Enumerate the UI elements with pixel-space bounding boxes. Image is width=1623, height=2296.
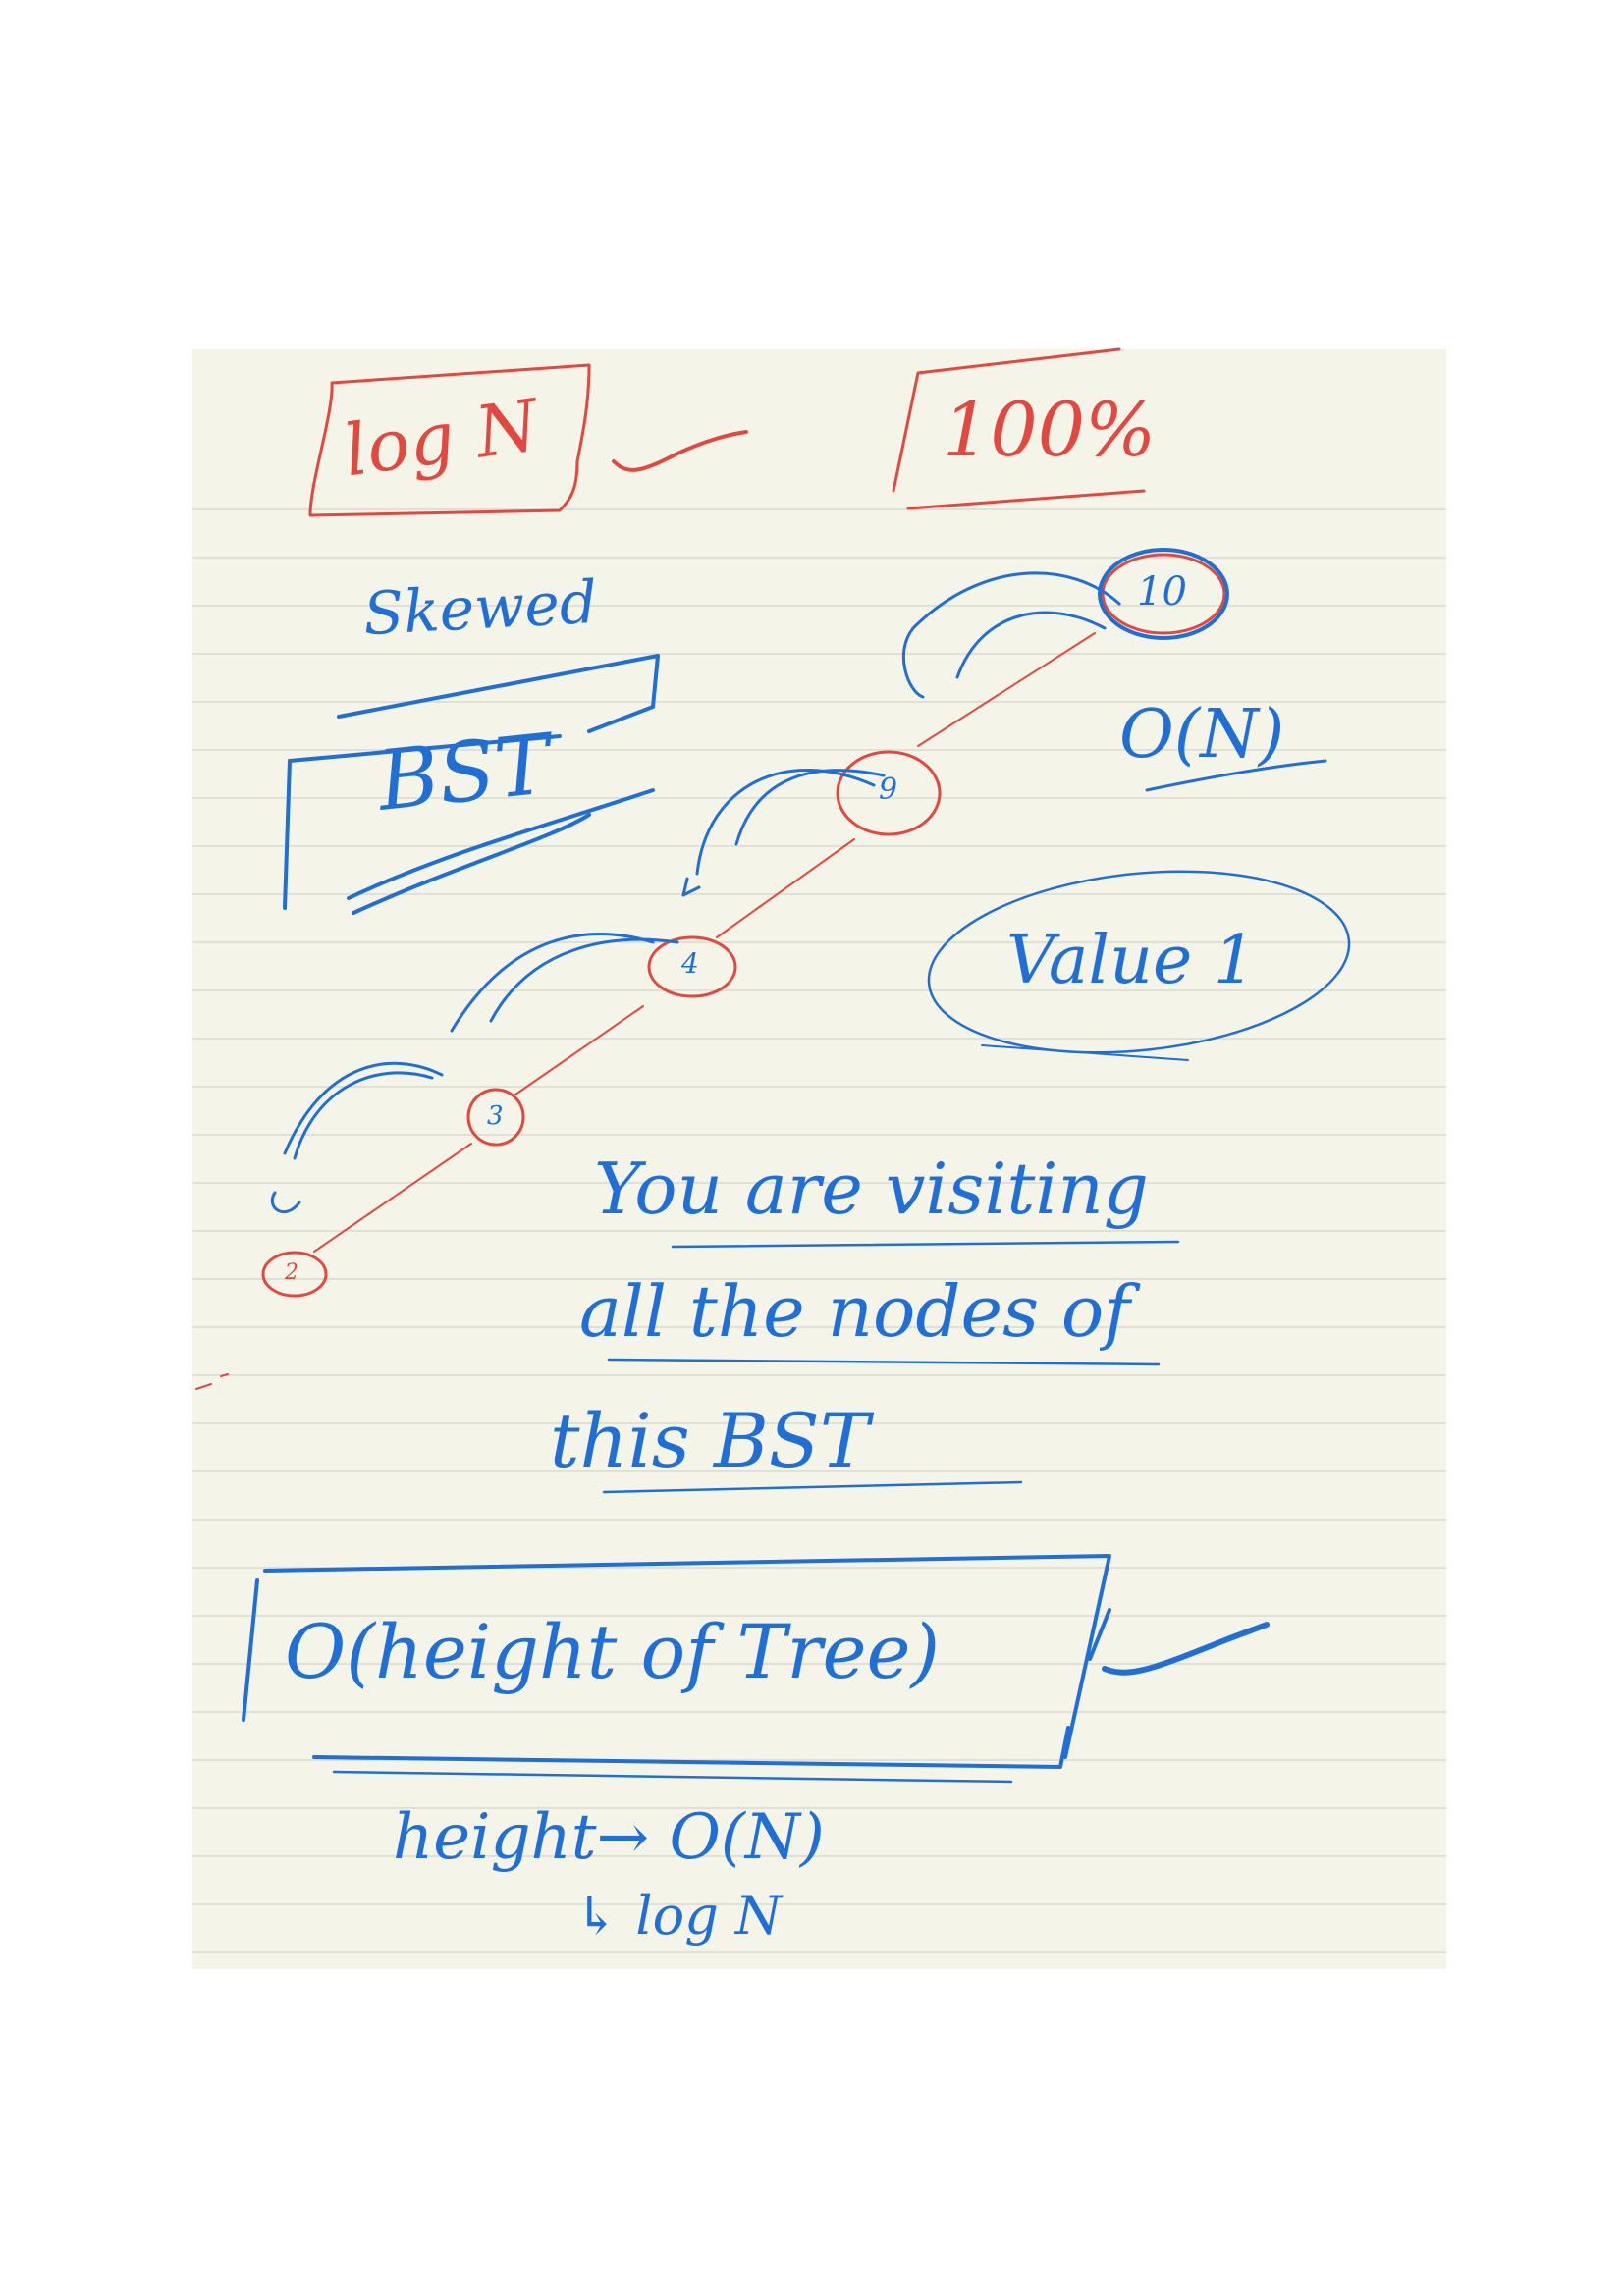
stray-red-dash — [195, 1373, 229, 1390]
tree-edges — [313, 632, 1096, 1253]
visiting-line-2: all the nodes of — [579, 1270, 1130, 1353]
bst-label: BST — [373, 716, 555, 829]
tree-node-9: 9 — [879, 773, 898, 807]
root-blue-ring — [1098, 548, 1229, 640]
value-label: Value 1 — [1006, 922, 1257, 999]
height-box-underline — [332, 1770, 1013, 1784]
value-ellipse — [927, 870, 1351, 1054]
height-line: height→ O(N) — [393, 1801, 825, 1874]
height-box-label: O(height of Tree) — [285, 1608, 941, 1695]
percent-box-outline — [892, 347, 1146, 510]
tree-node-2: 2 — [285, 1260, 298, 1285]
traversal-arrows — [270, 571, 1121, 1214]
value-underline — [981, 1044, 1189, 1061]
bst-bracket — [283, 654, 660, 915]
tree-node-rings — [261, 553, 1226, 1298]
log-n-box-outline — [308, 363, 591, 517]
o-n-underline — [1145, 759, 1327, 792]
percent-box-label: 100% — [943, 386, 1157, 473]
checkmark-blue — [1102, 1622, 1270, 1676]
height-box-outline — [242, 1554, 1111, 1769]
visiting-line-1: You are visiting — [594, 1148, 1149, 1230]
lined-note-paper — [192, 349, 1446, 1969]
line1-underline — [671, 1240, 1180, 1249]
line2-underline — [607, 1358, 1161, 1366]
checkmark-red — [612, 430, 748, 472]
log-n-line: ↳ log N — [574, 1885, 783, 1947]
skewed-label: Skewed — [361, 567, 599, 650]
tree-node-3: 3 — [487, 1101, 504, 1131]
line3-underline — [602, 1480, 1023, 1494]
visiting-line-3: this BST — [550, 1397, 870, 1484]
tree-node-10: 10 — [1137, 569, 1187, 614]
tree-node-4: 4 — [681, 947, 699, 980]
o-n-label: O(N) — [1119, 696, 1285, 774]
